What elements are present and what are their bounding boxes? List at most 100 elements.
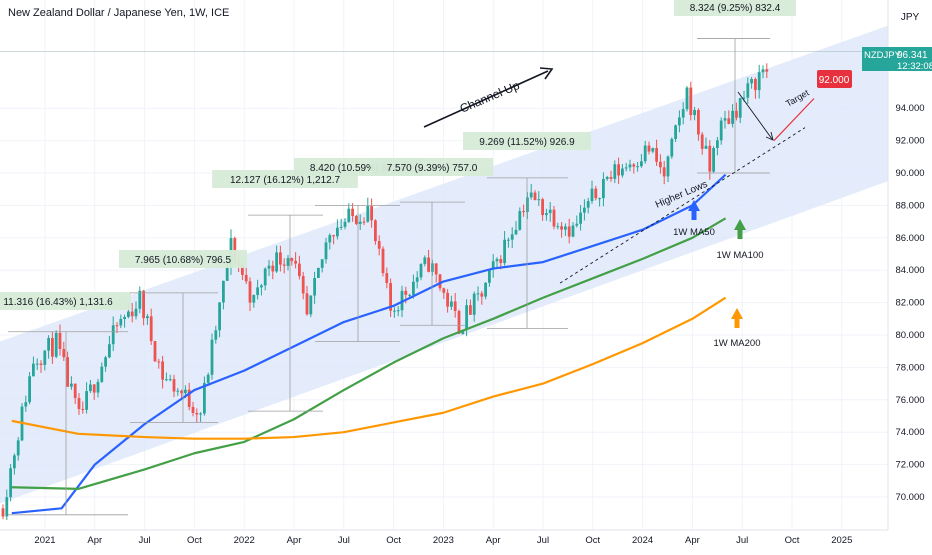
candle [419, 263, 423, 281]
time-tick-label: Jul [338, 535, 350, 546]
candle [605, 175, 609, 181]
candle-body [583, 207, 586, 213]
candle-body [590, 188, 594, 202]
candle [366, 197, 370, 223]
ma-arrow-shaft [737, 230, 743, 239]
candle [77, 393, 81, 416]
candle [5, 489, 9, 521]
candle-body [632, 164, 636, 167]
measure-label-bg [119, 250, 247, 268]
candle [750, 77, 753, 89]
candle [73, 383, 77, 404]
candle [286, 255, 290, 271]
candle-body [16, 440, 20, 456]
candle [32, 356, 35, 377]
measurement-tools: 11.316 (16.43%) 1,131.6 7.965 (10.68%) 79… [0, 0, 797, 516]
candle-body [123, 316, 126, 319]
candle [339, 218, 343, 231]
candle [195, 408, 199, 423]
chart-title: New Zealand Dollar / Japanese Yen, 1W, I… [8, 7, 229, 19]
candle [28, 372, 31, 405]
candle-body [598, 198, 601, 200]
candle [130, 302, 134, 323]
candle [157, 358, 161, 369]
moving-averages [11, 173, 727, 515]
candle-body [58, 332, 62, 349]
candle-body [385, 273, 389, 284]
candle-body [518, 211, 522, 230]
candle [761, 65, 765, 79]
price-tick-label: 92.000 [895, 136, 924, 147]
candle [336, 219, 339, 240]
candle-body [355, 216, 358, 224]
candle [305, 285, 309, 316]
channel-arrow-head [539, 67, 554, 80]
candle [685, 86, 689, 112]
candle-body [560, 226, 563, 230]
candle [579, 205, 582, 231]
candle-body [377, 241, 381, 249]
candle-body [704, 145, 708, 149]
candle [529, 183, 533, 200]
candle [678, 110, 681, 133]
candle [700, 131, 704, 155]
candle [484, 282, 487, 300]
candle-body [442, 288, 446, 293]
candle-body [507, 239, 510, 241]
candle [659, 154, 662, 174]
time-axis[interactable]: 2021 Apr Jul Oct 2022 Apr Jul Oct 2023 Apr Jul Oct 2… [0, 529, 932, 550]
candle-body [286, 258, 290, 266]
candle-body [647, 145, 651, 152]
candle-body [404, 290, 408, 295]
candle [290, 257, 294, 266]
measure-label: 8.420 (10.59%) 842.0 [310, 163, 407, 174]
candle [632, 162, 636, 174]
candle-body [271, 265, 275, 272]
candle-body [624, 167, 628, 169]
candle [735, 102, 738, 121]
candle [138, 286, 142, 314]
price-axis[interactable]: JPY 70.000 72.000 74.000 76.000 78.000 80.000… [862, 0, 932, 530]
candle [674, 124, 677, 142]
candle [537, 191, 541, 206]
candle [161, 355, 164, 389]
candle [100, 362, 104, 383]
candle [727, 110, 731, 125]
candle-body [28, 376, 31, 403]
measure-label-bg [370, 158, 494, 176]
candle-body [294, 260, 297, 264]
candle [347, 203, 351, 223]
candle-body [415, 277, 419, 282]
candle [43, 349, 47, 371]
measure-label: 7.965 (10.68%) 796.5 [135, 255, 232, 266]
candle-body [313, 277, 316, 296]
candle-body [484, 282, 487, 297]
time-tick-label: Apr [486, 535, 501, 546]
candle [746, 77, 750, 104]
candle-body [248, 281, 252, 303]
candle [488, 268, 491, 287]
candle-body [92, 384, 96, 393]
candle-body [575, 223, 579, 226]
candle [719, 117, 723, 145]
candle-body [138, 290, 142, 309]
candle-body [241, 265, 244, 275]
candle [697, 108, 700, 141]
candle [393, 307, 396, 318]
measure-label-bg [673, 0, 797, 16]
candle [651, 147, 655, 154]
candle [111, 316, 115, 352]
candle [412, 274, 415, 299]
candle-body [203, 382, 206, 414]
candle [275, 245, 278, 273]
currency-label[interactable]: JPY [901, 12, 920, 23]
candle [590, 180, 594, 204]
candle [328, 233, 332, 250]
candle-body [199, 413, 202, 415]
candle-body [362, 221, 366, 223]
candle-body [298, 263, 301, 277]
time-tick-label: Apr [685, 535, 700, 546]
candle-body [514, 229, 518, 235]
